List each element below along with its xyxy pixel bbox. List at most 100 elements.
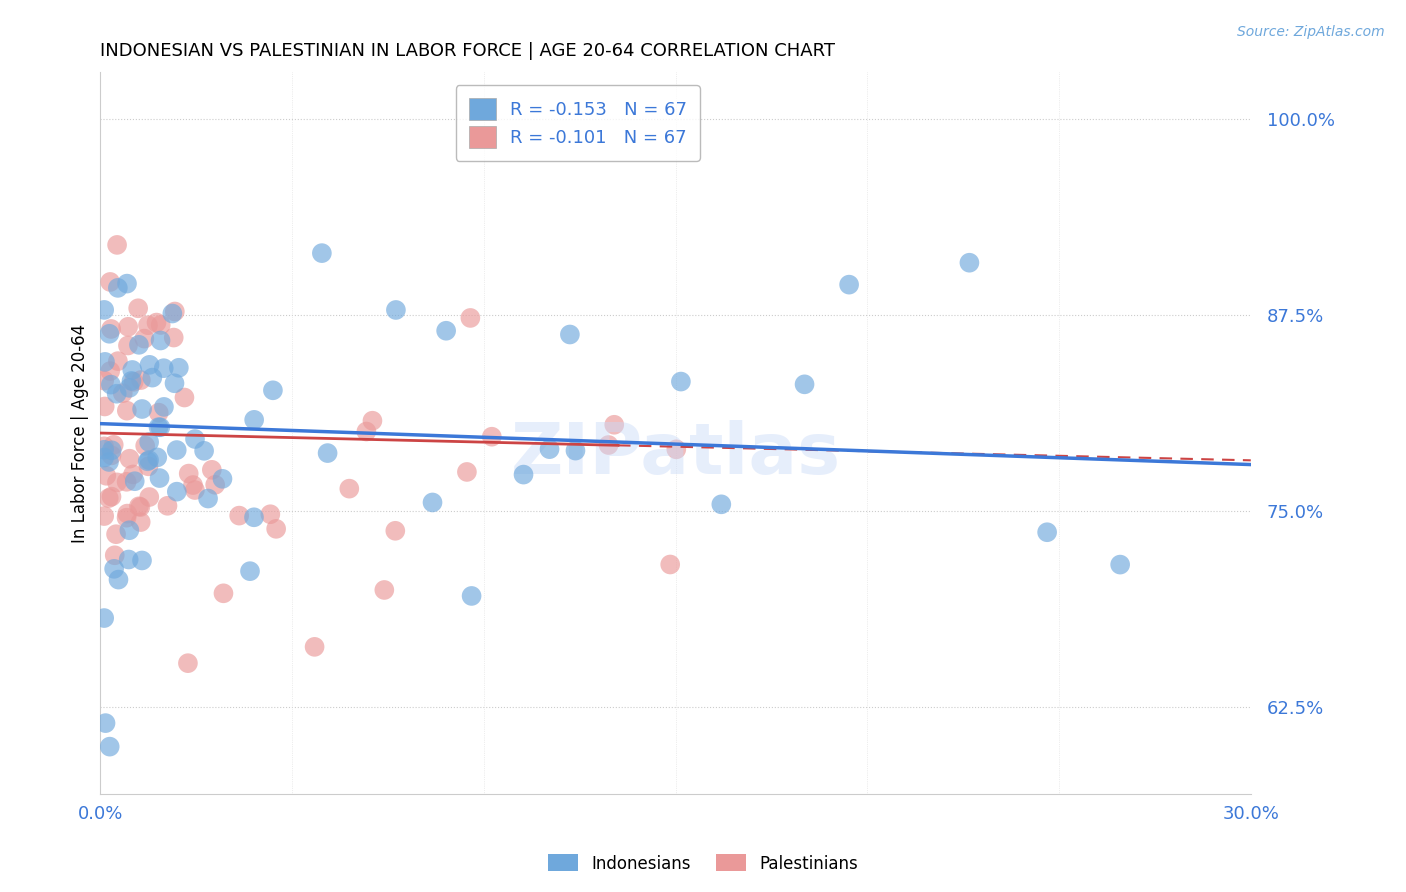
- Point: [211, 472, 233, 486]
- Legend: Indonesians, Palestinians: Indonesians, Palestinians: [541, 847, 865, 880]
- Point: [177, 467, 200, 481]
- Point: [177, 656, 200, 670]
- Point: [558, 327, 581, 342]
- Point: [243, 413, 266, 427]
- Point: [96, 468, 118, 483]
- Point: [138, 435, 160, 450]
- Point: [184, 432, 207, 446]
- Point: [163, 330, 186, 344]
- Point: [121, 374, 143, 388]
- Point: [118, 552, 141, 566]
- Point: [148, 420, 170, 434]
- Text: ZIPatlas: ZIPatlas: [510, 420, 841, 489]
- Point: [603, 417, 626, 432]
- Point: [103, 562, 125, 576]
- Point: [134, 332, 156, 346]
- Point: [361, 414, 384, 428]
- Point: [100, 322, 122, 336]
- Point: [134, 439, 156, 453]
- Point: [98, 739, 121, 754]
- Point: [138, 453, 160, 467]
- Point: [148, 406, 170, 420]
- Point: [107, 573, 129, 587]
- Point: [422, 495, 444, 509]
- Point: [100, 490, 122, 504]
- Point: [162, 306, 184, 320]
- Point: [166, 443, 188, 458]
- Point: [356, 425, 378, 439]
- Point: [118, 451, 141, 466]
- Point: [145, 316, 167, 330]
- Point: [481, 430, 503, 444]
- Y-axis label: In Labor Force | Age 20-64: In Labor Force | Age 20-64: [72, 324, 89, 542]
- Point: [460, 310, 482, 325]
- Point: [104, 549, 127, 563]
- Point: [243, 510, 266, 524]
- Point: [304, 640, 326, 654]
- Point: [460, 589, 482, 603]
- Point: [138, 358, 160, 372]
- Point: [793, 377, 815, 392]
- Point: [153, 400, 176, 414]
- Point: [337, 482, 360, 496]
- Point: [111, 386, 134, 401]
- Point: [385, 302, 408, 317]
- Point: [94, 355, 117, 369]
- Point: [117, 319, 139, 334]
- Point: [136, 318, 159, 333]
- Point: [957, 256, 980, 270]
- Point: [107, 354, 129, 368]
- Point: [434, 324, 457, 338]
- Point: [163, 304, 186, 318]
- Point: [173, 391, 195, 405]
- Point: [239, 564, 262, 578]
- Point: [167, 360, 190, 375]
- Point: [94, 716, 117, 731]
- Point: [97, 491, 120, 505]
- Point: [93, 509, 115, 524]
- Point: [146, 450, 169, 465]
- Point: [122, 375, 145, 389]
- Text: Source: ZipAtlas.com: Source: ZipAtlas.com: [1237, 25, 1385, 39]
- Point: [598, 438, 620, 452]
- Point: [193, 443, 215, 458]
- Point: [384, 524, 406, 538]
- Point: [118, 381, 141, 395]
- Point: [103, 438, 125, 452]
- Point: [259, 508, 281, 522]
- Point: [710, 497, 733, 511]
- Point: [121, 363, 143, 377]
- Point: [122, 467, 145, 482]
- Point: [93, 439, 115, 453]
- Point: [115, 475, 138, 489]
- Point: [201, 463, 224, 477]
- Point: [665, 442, 688, 457]
- Point: [105, 527, 128, 541]
- Point: [512, 467, 534, 482]
- Point: [128, 338, 150, 352]
- Point: [100, 443, 122, 458]
- Point: [181, 478, 204, 492]
- Point: [93, 611, 115, 625]
- Point: [538, 442, 561, 457]
- Point: [212, 586, 235, 600]
- Point: [204, 477, 226, 491]
- Point: [564, 443, 586, 458]
- Point: [138, 490, 160, 504]
- Point: [124, 474, 146, 488]
- Text: INDONESIAN VS PALESTINIAN IN LABOR FORCE | AGE 20-64 CORRELATION CHART: INDONESIAN VS PALESTINIAN IN LABOR FORCE…: [100, 42, 835, 60]
- Point: [659, 558, 682, 572]
- Point: [149, 334, 172, 348]
- Point: [262, 384, 284, 398]
- Point: [98, 326, 121, 341]
- Point: [127, 301, 149, 316]
- Point: [131, 553, 153, 567]
- Point: [838, 277, 860, 292]
- Point: [138, 459, 160, 474]
- Point: [184, 483, 207, 497]
- Point: [131, 402, 153, 417]
- Point: [115, 510, 138, 524]
- Point: [105, 475, 128, 490]
- Point: [148, 471, 170, 485]
- Point: [129, 500, 152, 514]
